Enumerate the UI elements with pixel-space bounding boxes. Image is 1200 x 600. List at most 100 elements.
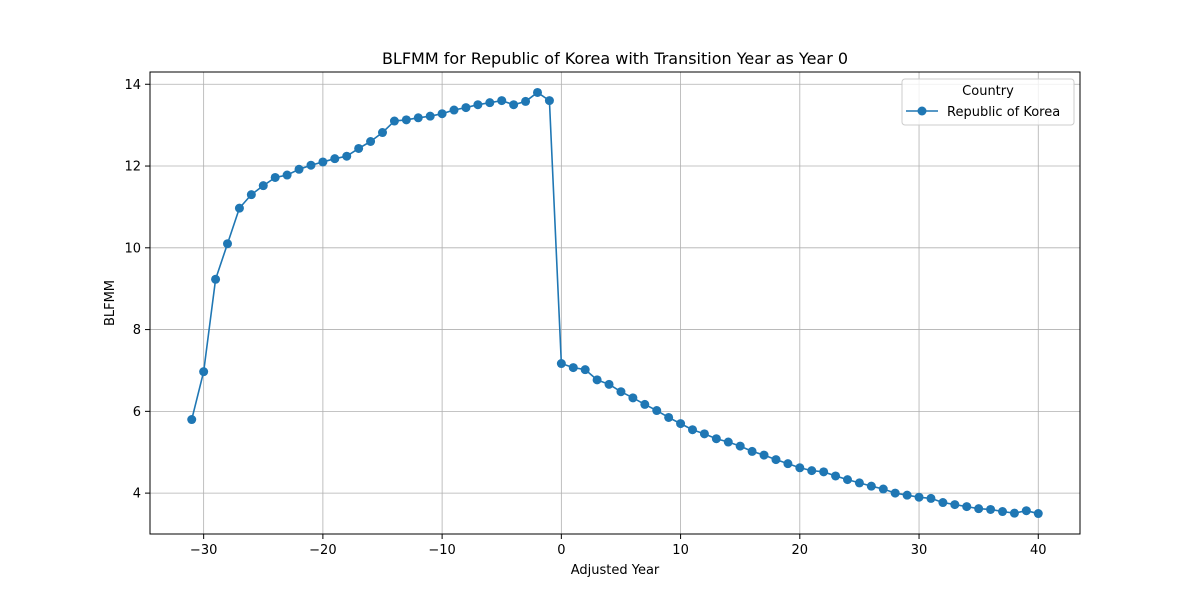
data-point — [998, 507, 1007, 517]
y-tick-label: 6 — [133, 405, 141, 420]
data-point — [854, 478, 864, 488]
data-point — [306, 160, 316, 170]
data-point — [699, 429, 709, 439]
data-point — [616, 387, 626, 397]
data-point — [568, 363, 578, 373]
data-point — [962, 502, 972, 512]
data-point — [485, 98, 495, 108]
data-point — [974, 504, 984, 514]
data-point — [1009, 508, 1019, 518]
data-point — [914, 492, 924, 502]
data-point — [676, 419, 686, 429]
data-point — [723, 437, 733, 447]
data-point — [401, 115, 411, 125]
data-point — [878, 484, 888, 494]
data-point — [1033, 509, 1043, 519]
data-point — [902, 490, 912, 500]
grid-lines — [150, 72, 1080, 534]
data-point — [223, 239, 232, 249]
data-point — [544, 96, 554, 106]
data-point — [926, 493, 936, 503]
y-tick-label: 4 — [133, 487, 141, 502]
data-point — [294, 164, 304, 174]
y-tick-label: 10 — [124, 241, 141, 256]
series-line — [190, 91, 1039, 515]
x-tick-label: −30 — [190, 543, 217, 558]
x-tick-label: 30 — [911, 543, 928, 558]
data-point — [747, 446, 757, 456]
data-point — [318, 157, 328, 167]
data-point — [640, 399, 650, 409]
legend-title: Country — [962, 84, 1014, 99]
data-point — [330, 154, 340, 164]
y-tick-label: 12 — [124, 160, 141, 175]
data-point — [270, 172, 280, 182]
data-point — [807, 466, 817, 476]
data-point — [473, 100, 483, 110]
x-tick-label: 10 — [672, 543, 689, 558]
data-point — [533, 87, 542, 97]
plot-frame — [149, 71, 1081, 535]
legend-series-label: Republic of Korea — [947, 105, 1060, 120]
legend-box — [901, 78, 1075, 126]
data-point — [664, 412, 674, 422]
legend-series-marker — [917, 106, 927, 116]
x-axis-ticks: −30 −20 −10 0 10 20 30 40 — [190, 534, 1047, 558]
x-tick-label: 0 — [557, 543, 565, 558]
data-point — [1021, 506, 1031, 516]
data-point — [819, 467, 829, 477]
data-point — [711, 434, 721, 444]
data-point — [628, 393, 638, 403]
data-point — [449, 105, 459, 115]
data-point — [258, 181, 268, 191]
data-point — [652, 406, 662, 416]
data-point — [759, 450, 769, 460]
data-point — [389, 116, 399, 126]
data-point — [497, 96, 507, 106]
x-axis-label: Adjusted Year — [571, 563, 660, 578]
data-point — [831, 471, 841, 481]
chart-title: BLFMM for Republic of Korea with Transit… — [382, 49, 848, 68]
data-point — [556, 359, 566, 369]
data-point — [509, 100, 519, 110]
data-point — [378, 128, 387, 138]
data-point — [986, 504, 996, 514]
data-point — [688, 425, 697, 435]
data-point — [199, 367, 209, 377]
x-tick-label: 20 — [792, 543, 809, 558]
data-point — [211, 274, 221, 284]
data-point — [366, 137, 376, 147]
y-tick-label: 8 — [133, 323, 141, 338]
x-tick-label: −20 — [309, 543, 336, 558]
data-point — [950, 500, 960, 510]
data-point — [521, 96, 531, 106]
data-point — [425, 111, 435, 121]
data-point — [592, 375, 602, 385]
data-point — [437, 109, 447, 119]
data-point — [354, 143, 364, 153]
data-point — [783, 459, 793, 469]
data-point — [246, 190, 256, 200]
data-point — [604, 379, 614, 389]
data-point — [938, 498, 948, 508]
data-point — [282, 170, 292, 180]
data-point — [890, 488, 900, 498]
legend: Country Republic of Korea — [901, 78, 1075, 126]
data-point — [580, 365, 590, 375]
data-point — [234, 203, 244, 213]
data-point — [187, 415, 197, 425]
y-axis-ticks: 4 6 8 10 12 14 — [124, 78, 150, 502]
data-point — [461, 103, 471, 113]
series-layer — [187, 87, 1043, 519]
data-point — [342, 151, 352, 161]
data-point — [866, 481, 876, 491]
data-point — [413, 113, 423, 123]
data-point — [735, 441, 745, 451]
x-tick-label: 40 — [1030, 543, 1047, 558]
data-point — [843, 475, 852, 485]
y-tick-label: 14 — [124, 78, 141, 93]
x-tick-label: −10 — [428, 543, 455, 558]
y-axis-label: BLFMM — [103, 280, 118, 326]
data-point — [795, 463, 805, 473]
